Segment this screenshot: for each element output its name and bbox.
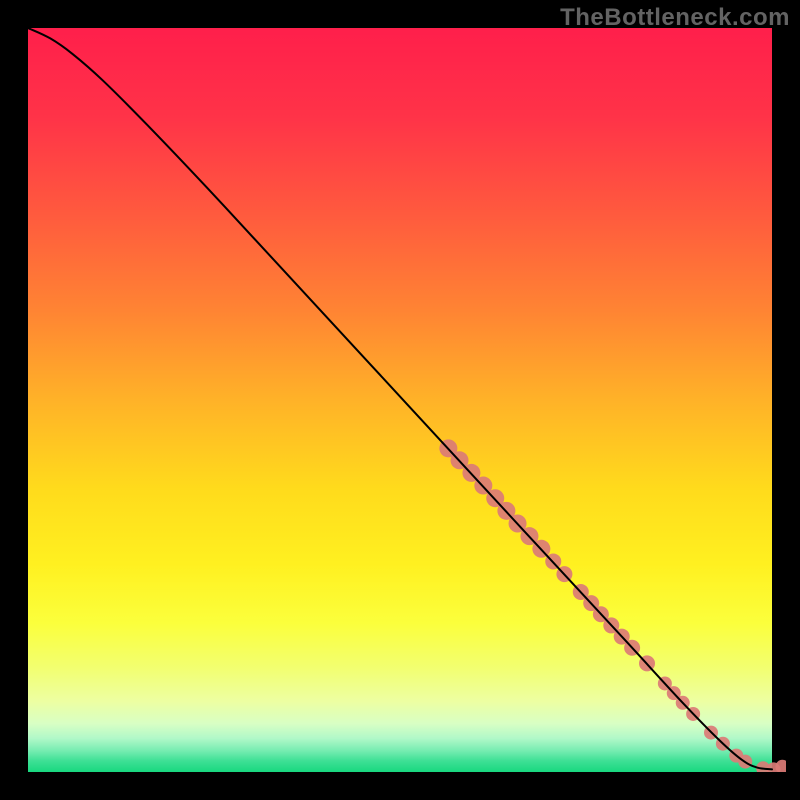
chart-background [28, 28, 772, 772]
scatter-point [775, 760, 789, 774]
chart-canvas [0, 0, 800, 800]
watermark-text: TheBottleneck.com [560, 4, 790, 32]
